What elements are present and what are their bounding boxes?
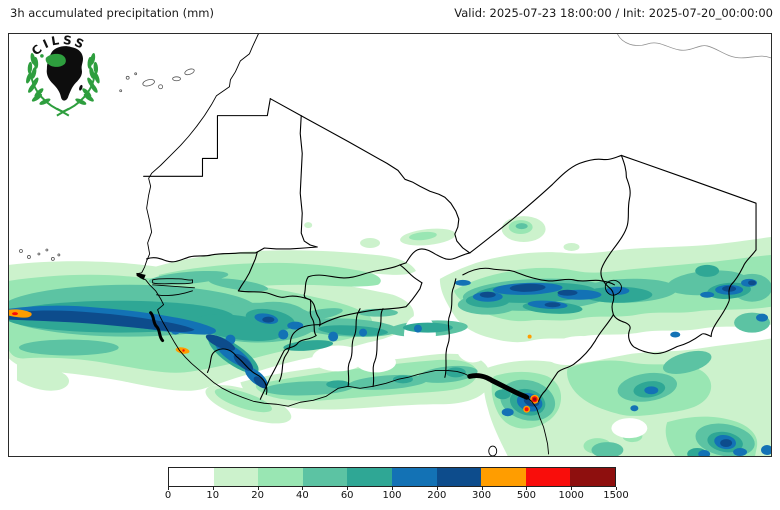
- wreath-leaves: [26, 52, 100, 105]
- country-borders: [136, 34, 757, 456]
- west-africa-dot: [40, 54, 44, 58]
- coastline: [136, 34, 471, 407]
- colorbar-tick-label: 60: [340, 490, 354, 501]
- colorbar-segment-100-200: [391, 468, 437, 486]
- cape-verde-islands: [19, 248, 61, 261]
- colorbar-tick: [481, 487, 483, 490]
- colorbar-tick-label: 1000: [558, 490, 584, 501]
- colorbar: [168, 467, 616, 487]
- west-africa-highlight: [45, 53, 66, 67]
- precip-500-1000: [11, 312, 538, 412]
- colorbar-segment-1000-1500: [570, 468, 615, 486]
- colorbar-tick: [526, 487, 528, 490]
- guinea-bissau-estuaries: [149, 311, 165, 343]
- colorbar-tick: [168, 487, 169, 490]
- wreath-cross: [56, 107, 70, 117]
- dakar-peninsula: [136, 272, 146, 280]
- chart-title: 3h accumulated precipitation (mm): [10, 6, 214, 20]
- colorbar-tick: [571, 487, 573, 490]
- precip-white-gaps: [312, 314, 648, 439]
- colorbar-segment-300-500: [481, 468, 526, 486]
- colorbar-tick: [436, 487, 438, 490]
- map-frame: CILSS: [8, 33, 772, 457]
- lake-chad: [604, 279, 622, 296]
- map-svg: CILSS: [9, 34, 771, 456]
- colorbar-tick: [212, 487, 214, 490]
- colorbar-segment-200-300: [436, 468, 482, 486]
- morocco-algeria-border: [617, 34, 771, 59]
- colorbar-segment-40-60: [302, 468, 348, 486]
- colorbar-tick-label: 500: [516, 490, 536, 501]
- colorbar-tick-label: 40: [296, 490, 309, 501]
- colorbar-tick-label: 0: [164, 490, 172, 501]
- colorbar-tick-label: 200: [427, 490, 447, 501]
- colorbar-segment-500-1000: [525, 468, 571, 486]
- cilss-logo: CILSS: [26, 34, 100, 117]
- colorbar-tick-label: 20: [251, 490, 264, 501]
- cameroon-coastline: [526, 396, 550, 455]
- africa-silhouette: [46, 46, 84, 101]
- valid-init-label: Valid: 2025-07-23 18:00:00 / Init: 2025-…: [454, 6, 773, 20]
- colorbar-labels: 0 10 20 40 60 100 200 300 500 1000 1500: [164, 487, 629, 505]
- colorbar-segment-10-20: [213, 468, 259, 486]
- colorbar-segment-60-100: [347, 468, 392, 486]
- canary-islands: [119, 68, 195, 93]
- colorbar-tick-label: 300: [472, 490, 492, 501]
- colorbar-segment-20-40: [258, 468, 303, 486]
- colorbar-tick-label: 10: [206, 490, 220, 501]
- colorbar-tick: [616, 487, 617, 490]
- colorbar-tick: [302, 487, 304, 490]
- colorbar-tick: [392, 487, 393, 490]
- colorbar-tick: [257, 487, 259, 490]
- precip-1000-1500: [533, 397, 537, 401]
- colorbar-tick-label: 100: [382, 490, 402, 501]
- colorbar-tick: [347, 487, 349, 490]
- colorbar-tick-label: 1500: [603, 490, 629, 501]
- bioko-island: [488, 445, 498, 456]
- niger-delta-coast: [467, 373, 530, 400]
- madagascar-dot: [79, 84, 83, 91]
- colorbar-segment-0-10: [169, 468, 214, 486]
